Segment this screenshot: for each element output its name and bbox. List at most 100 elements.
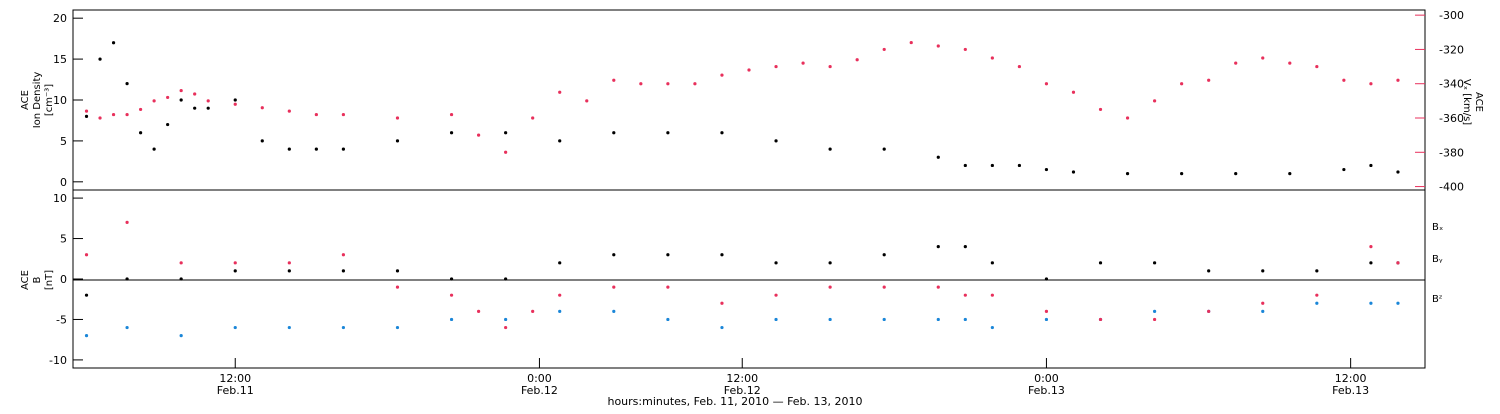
vx-point [666, 82, 670, 86]
by-point [882, 317, 886, 322]
ion-density-point [98, 57, 102, 61]
bottom-left-ytick-label: 5 [60, 233, 67, 246]
x-tick-date-label: Feb.13 [1332, 384, 1369, 397]
bx-point [504, 277, 508, 281]
by-point [1396, 301, 1400, 305]
top-left-ytick-label: 20 [53, 12, 67, 25]
vx-point [936, 44, 940, 48]
bz-point [1396, 261, 1400, 265]
ion-density-point [1180, 172, 1184, 176]
top-left-ytick-label: 0 [60, 176, 67, 189]
x-tick-time-label: 0:00 [527, 372, 552, 385]
vx-point [612, 78, 616, 82]
x-tick-time-label: 12:00 [726, 372, 758, 385]
ion-density-point [1369, 163, 1373, 168]
ion-density-point [774, 139, 778, 143]
bz-point [1044, 309, 1049, 313]
vx-point [882, 47, 886, 52]
by-point [125, 325, 129, 330]
bx-point [449, 277, 454, 281]
x-tick-time-label: 12:00 [1335, 372, 1367, 385]
vx-point [1315, 64, 1319, 69]
vx-point [1098, 107, 1103, 112]
bz-point [1153, 317, 1157, 322]
bottom-left-ytick-label: 10 [53, 192, 67, 205]
ion-density-point [1288, 172, 1292, 176]
vx-point [233, 102, 237, 106]
by-point [963, 317, 967, 322]
ion-density-point [828, 147, 832, 151]
by-point [1261, 309, 1265, 313]
ion-density-point [233, 98, 237, 102]
vx-point [1044, 82, 1049, 86]
top-left-ytick-label: 10 [53, 94, 67, 107]
vx-point [193, 92, 197, 96]
bx-point [233, 269, 237, 273]
x-tick-date-label: Feb.11 [217, 384, 254, 397]
bx-point [84, 293, 89, 297]
bz-point [666, 285, 670, 289]
bx-point [558, 261, 562, 265]
top-right-ytick-label: -360 [1439, 112, 1464, 125]
bx-point [1315, 269, 1319, 273]
bx-point [666, 253, 670, 257]
bottom-left-ylabel-line1: ACE [20, 270, 31, 290]
ion-density-point [936, 155, 940, 159]
ion-density-point [558, 139, 562, 143]
vx-point [206, 99, 210, 103]
bz-point [558, 293, 562, 297]
legend-bz: Bᶻ [1432, 294, 1443, 305]
top-left-ylabel-line2: Ion Density [32, 72, 43, 129]
bz-point [531, 309, 535, 313]
bz-point [720, 301, 724, 305]
vx-point [1288, 61, 1292, 65]
ion-density-point [166, 122, 170, 127]
ion-density-point [666, 131, 670, 135]
top-left-ytick-label: 5 [60, 135, 67, 148]
bz-point [84, 253, 89, 257]
bottom-left-ytick-label: 0 [60, 273, 67, 286]
vx-point [260, 106, 264, 110]
ion-density-point [193, 106, 197, 110]
top-left-ylabel: ACE Ion Density [cm⁻³] [20, 72, 55, 129]
vx-point [1396, 78, 1400, 82]
ion-density-point [1396, 170, 1400, 174]
bx-point [612, 253, 616, 257]
ion-density-point [314, 147, 318, 151]
by-point [84, 334, 89, 338]
vx-point [449, 112, 454, 117]
bx-point [1207, 269, 1211, 273]
ion-density-point [206, 106, 210, 110]
vx-point [1017, 64, 1022, 69]
top-left-ytick-label: 15 [53, 53, 67, 66]
vx-point [720, 73, 724, 77]
ion-density-point [341, 147, 345, 151]
bz-point [477, 309, 481, 313]
vx-point [1180, 82, 1184, 86]
by-point [341, 325, 345, 330]
ion-density-point [504, 131, 508, 135]
ion-density-point [1044, 167, 1049, 172]
vx-point [1207, 78, 1211, 82]
ion-density-point [111, 41, 116, 45]
by-point [828, 317, 832, 322]
bottom-panel-frame [72, 189, 1426, 369]
bottom-left-ylabel-line3: [nT] [44, 270, 55, 290]
x-tick-time-label: 0:00 [1034, 372, 1059, 385]
vx-point [855, 58, 859, 62]
bx-point [341, 269, 345, 273]
by-point [449, 317, 454, 322]
ion-density-point [395, 139, 400, 143]
x-tick-date-label: Feb.12 [724, 384, 761, 397]
bz-point [1098, 317, 1103, 322]
vx-point [990, 56, 994, 60]
bz-point [1261, 301, 1265, 305]
bx-point [1153, 261, 1157, 265]
by-point [936, 317, 940, 322]
marks-layer [84, 40, 1400, 338]
ion-density-point [287, 147, 291, 151]
vx-point [1071, 90, 1076, 94]
by-point [1153, 309, 1157, 313]
vx-point [1153, 99, 1157, 103]
bx-point [720, 253, 724, 257]
